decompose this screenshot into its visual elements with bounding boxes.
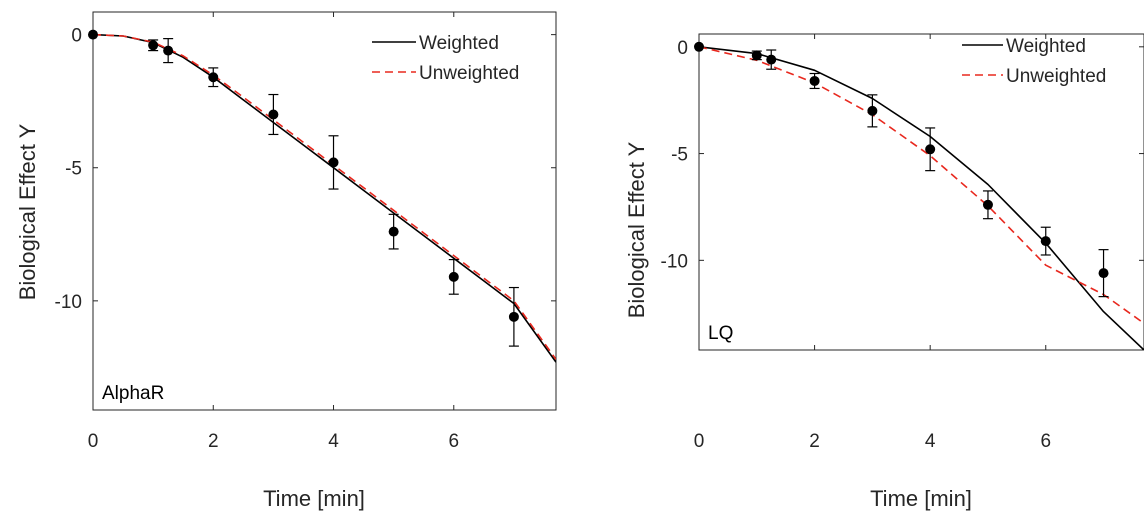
x-tick-label: 2: [809, 431, 820, 452]
y-tick-label: -10: [661, 251, 688, 272]
y-tick-label: -5: [65, 159, 82, 180]
data-point: [809, 75, 820, 86]
legend-weighted-label: Weighted: [419, 33, 499, 54]
x-tick-label: 6: [448, 431, 459, 452]
y-tick-label: 0: [71, 26, 82, 47]
panel-label: AlphaR: [102, 383, 164, 404]
series-line-unweighted: [699, 46, 1144, 324]
data-point: [448, 271, 459, 282]
x-tick-label: 4: [328, 431, 339, 452]
data-points: [88, 29, 519, 347]
legend-unweighted-label: Unweighted: [419, 63, 519, 84]
data-point: [163, 45, 174, 56]
data-point: [328, 157, 339, 168]
x-tick-label: 6: [1040, 431, 1051, 452]
legend: Weighted Unweighted: [962, 36, 1106, 87]
panel-lq: 0 2 4 6 0 -5 -10 Weighted Unweighted LQ Time […: [624, 33, 1144, 511]
plot-frame: [698, 33, 1144, 351]
y-axis-title: Biological Effect Y: [624, 141, 649, 318]
data-point: [268, 109, 279, 120]
legend: Weighted Unweighted: [372, 33, 519, 84]
y-tick-label: -10: [55, 292, 82, 313]
data-point: [388, 226, 399, 237]
data-point: [925, 144, 936, 155]
panel-alphar: 0 2 4 6 0 -5 -10 Weighted Unweighted AlphaR Ti…: [15, 11, 557, 511]
x-tick-label: 2: [208, 431, 219, 452]
data-point: [88, 29, 98, 40]
y-tick-label: 0: [677, 38, 688, 59]
legend-unweighted-label: Unweighted: [1006, 66, 1106, 87]
data-point: [766, 54, 777, 65]
ticks: 0 2 4 6 0 -5 -10: [661, 34, 1144, 452]
y-axis-title: Biological Effect Y: [15, 123, 40, 300]
x-tick-label: 0: [88, 431, 99, 452]
x-tick-label: 4: [925, 431, 936, 452]
series-line-unweighted: [93, 33, 556, 360]
y-tick-label: -5: [671, 145, 688, 166]
data-point: [208, 72, 219, 83]
x-axis-title: Time [min]: [870, 486, 972, 511]
data-point: [982, 199, 993, 210]
plot-frame: [92, 11, 557, 411]
data-point: [867, 105, 878, 116]
data-point: [751, 50, 762, 61]
data-point: [694, 41, 704, 52]
data-point: [148, 40, 159, 51]
x-tick-label: 0: [694, 431, 705, 452]
x-axis-title: Time [min]: [263, 486, 365, 511]
ticks: 0 2 4 6 0 -5 -10: [55, 12, 556, 452]
panel-label: LQ: [708, 323, 733, 344]
legend-weighted-label: Weighted: [1006, 36, 1086, 57]
data-point: [1098, 268, 1109, 279]
data-points: [694, 41, 1109, 298]
data-point: [508, 311, 519, 322]
data-point: [1040, 236, 1051, 247]
